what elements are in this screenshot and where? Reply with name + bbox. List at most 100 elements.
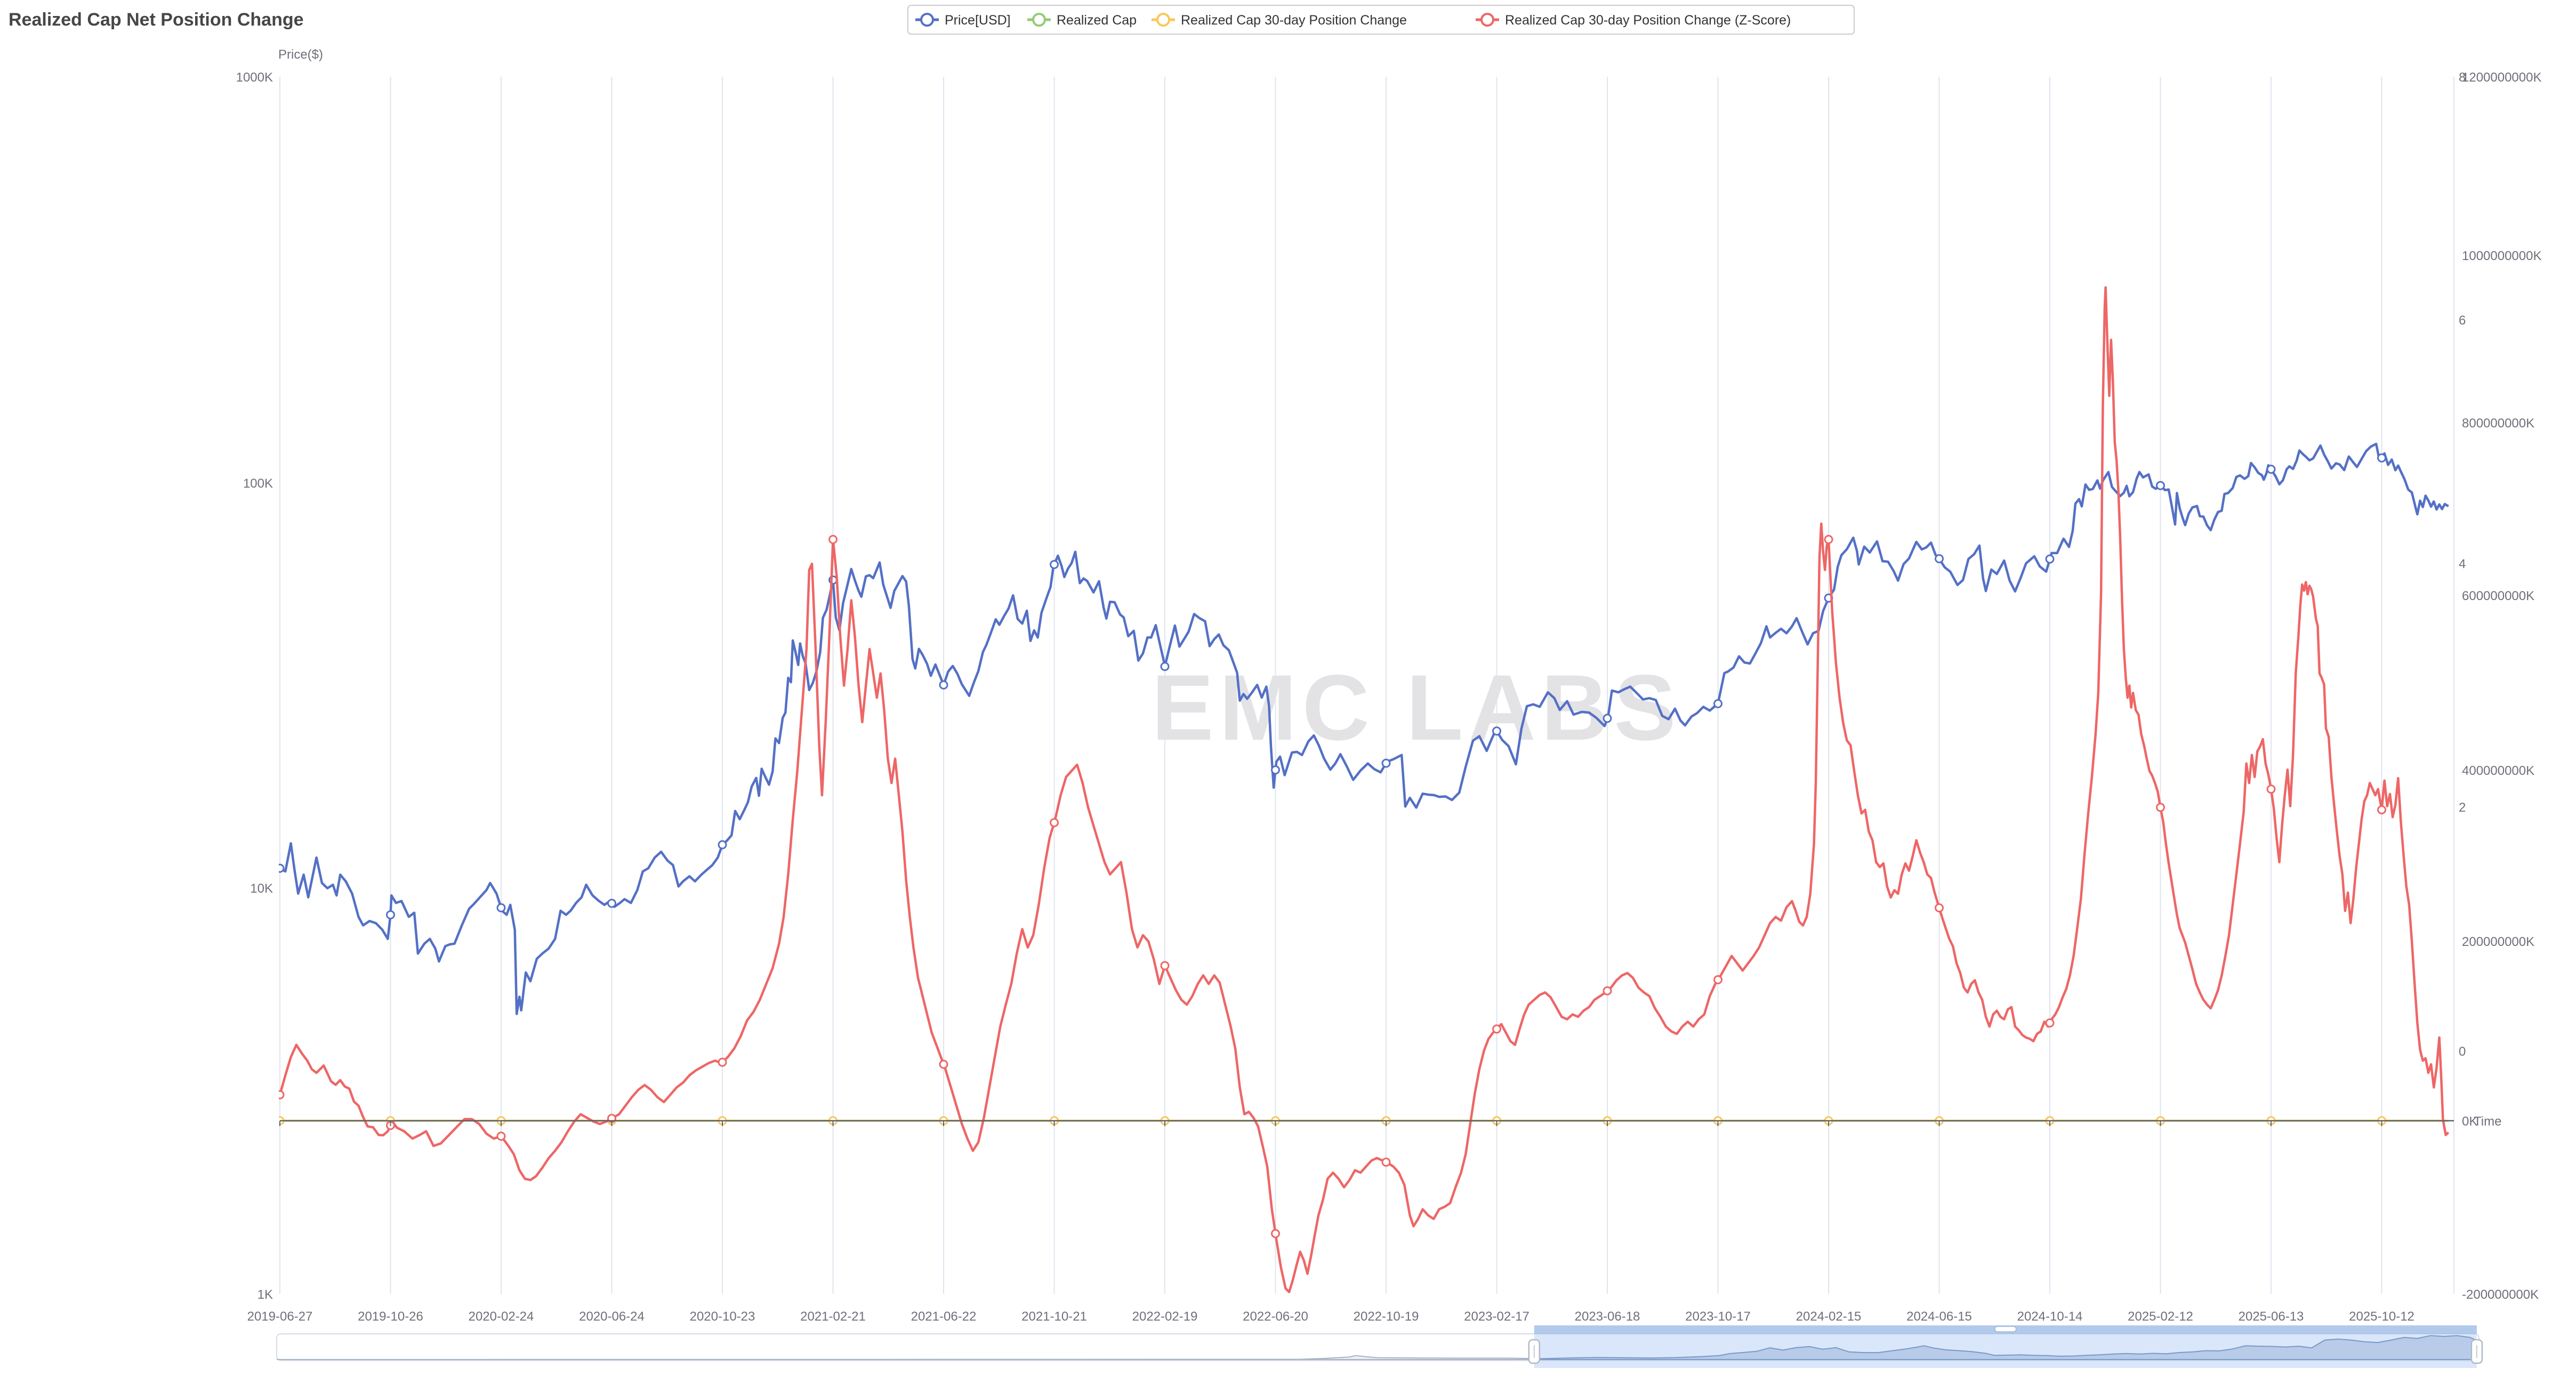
legend-label-realized-cap: Realized Cap xyxy=(1057,13,1137,28)
legend: Price[USD] Realized Cap Realized Cap 30-… xyxy=(907,5,1855,35)
axis-tick-label: 6 xyxy=(2459,313,2466,328)
axis-tick-label: 2021-06-22 xyxy=(911,1309,977,1324)
datazoom-slider[interactable] xyxy=(276,1325,2483,1368)
series-line-z[interactable] xyxy=(279,286,2450,1293)
series-marker xyxy=(2045,554,2055,564)
series-marker xyxy=(1492,1024,1502,1034)
series-marker xyxy=(2377,805,2387,815)
axis-tick-label: 600000000K xyxy=(2462,589,2534,603)
axis-tick-label: 2022-06-20 xyxy=(1243,1309,1308,1324)
zscore-legend-circle-icon xyxy=(1480,13,1494,27)
series-marker xyxy=(1603,714,1612,723)
axis-tick-label: 1000K xyxy=(236,70,273,85)
legend-item-position-change[interactable]: Realized Cap 30-day Position Change xyxy=(1152,13,1407,28)
axis-tick-label: 8 xyxy=(2459,70,2466,85)
realized-cap-legend-circle-icon xyxy=(1032,13,1046,27)
series-marker xyxy=(939,1059,948,1069)
series-marker xyxy=(2045,1018,2055,1027)
legend-box xyxy=(907,5,1855,35)
watermark: EMC LABS xyxy=(1152,656,1681,760)
series-marker xyxy=(2156,481,2166,490)
legend-label-position-change: Realized Cap 30-day Position Change xyxy=(1181,13,1407,28)
legend-label-price: Price[USD] xyxy=(945,13,1011,28)
series-marker xyxy=(2266,464,2276,474)
series-marker xyxy=(1824,535,1833,544)
axis-labels: 1000K 100K 10K 1K 1200000000K 1000000000K 8000… xyxy=(236,70,2542,1324)
axis-tick-label: 2021-10-21 xyxy=(1021,1309,1087,1324)
axis-tick-label: 10K xyxy=(250,881,273,896)
axis-tick-label: 2019-06-27 xyxy=(247,1309,313,1324)
series-marker xyxy=(496,903,506,912)
series-marker xyxy=(1603,986,1612,995)
left-axis-title: Price($) xyxy=(278,47,323,62)
page-title: Realized Cap Net Position Change xyxy=(9,10,304,30)
axis-tick-label: 2021-02-21 xyxy=(800,1309,866,1324)
series-marker xyxy=(828,535,838,544)
axis-tick-label: 0 xyxy=(2459,1045,2466,1059)
series-marker xyxy=(2266,784,2276,794)
series-marker xyxy=(386,910,396,920)
series-marker xyxy=(939,680,948,690)
series-marker xyxy=(2156,803,2166,812)
series-marker xyxy=(1050,560,1059,569)
series-line-price[interactable] xyxy=(279,442,2449,1015)
axis-tick-label: 100K xyxy=(243,476,273,491)
legend-label-zscore: Realized Cap 30-day Position Change (Z-S… xyxy=(1505,13,1791,28)
axis-tick-label: 200000000K xyxy=(2462,935,2534,949)
x-axis-ticks xyxy=(279,1121,2382,1126)
axis-tick-label: 2020-06-24 xyxy=(579,1309,645,1324)
time-axis-label: Time xyxy=(2474,1114,2501,1129)
position-change-legend-circle-icon xyxy=(1156,13,1170,27)
series-marker xyxy=(1713,975,1723,984)
axis-tick-label: 1200000000K xyxy=(2462,70,2541,85)
series-marker xyxy=(1160,662,1170,671)
axis-tick-label: 1000000000K xyxy=(2462,249,2541,263)
series-marker xyxy=(718,840,727,849)
axis-tick-label: 0K xyxy=(2462,1114,2477,1129)
series-marker xyxy=(1381,758,1391,768)
series-marker xyxy=(1160,961,1170,970)
axis-tick-label: 2019-10-26 xyxy=(358,1309,423,1324)
axis-tick-label: 2025-10-12 xyxy=(2349,1309,2414,1324)
series-marker xyxy=(2377,453,2387,463)
axis-tick-label: 2025-06-13 xyxy=(2239,1309,2304,1324)
axis-tick-label: 800000000K xyxy=(2462,416,2534,431)
axis-tick-label: 2 xyxy=(2459,800,2466,815)
series-marker xyxy=(1050,818,1059,828)
slider-minimap-selected xyxy=(1534,1335,2477,1360)
axis-tick-label: 4 xyxy=(2459,557,2466,571)
axis-tick-label: -200000000K xyxy=(2462,1288,2539,1302)
series-marker xyxy=(1271,1229,1281,1239)
series-marker xyxy=(279,1090,285,1099)
price-legend-circle-icon xyxy=(920,13,934,27)
gridlines xyxy=(279,77,2454,1294)
slider-move-grip-icon[interactable] xyxy=(1994,1326,2017,1332)
legend-item-zscore[interactable]: Realized Cap 30-day Position Change (Z-S… xyxy=(1476,13,1791,28)
legend-item-realized-cap[interactable]: Realized Cap xyxy=(1027,13,1137,28)
axis-tick-label: 2023-06-18 xyxy=(1575,1309,1640,1324)
axis-tick-label: 2023-10-17 xyxy=(1685,1309,1751,1324)
series-marker xyxy=(718,1057,727,1067)
legend-item-price[interactable]: Price[USD] xyxy=(915,13,1011,28)
series-marker xyxy=(1381,1158,1391,1167)
axis-tick-label: 2020-02-24 xyxy=(469,1309,534,1324)
series-marker xyxy=(607,899,617,908)
series-marker xyxy=(496,1131,506,1141)
series-marker xyxy=(1271,765,1281,775)
axis-tick-label: 1K xyxy=(257,1288,273,1302)
axis-tick-label: 2024-10-14 xyxy=(2017,1309,2083,1324)
axis-tick-label: 2024-02-15 xyxy=(1796,1309,1862,1324)
axis-tick-label: 2020-10-23 xyxy=(690,1309,755,1324)
series-marker xyxy=(1935,903,1944,913)
axis-tick-label: 2024-06-15 xyxy=(1906,1309,1972,1324)
axis-tick-label: 2022-02-19 xyxy=(1132,1309,1198,1324)
series-marker xyxy=(1492,726,1502,736)
series-marker xyxy=(1935,554,1944,563)
series-marker xyxy=(1713,699,1723,708)
series-marker xyxy=(279,863,285,873)
axis-tick-label: 2022-10-19 xyxy=(1354,1309,1419,1324)
axis-tick-label: 2025-02-12 xyxy=(2128,1309,2193,1324)
axis-tick-label: 2023-02-17 xyxy=(1464,1309,1529,1324)
